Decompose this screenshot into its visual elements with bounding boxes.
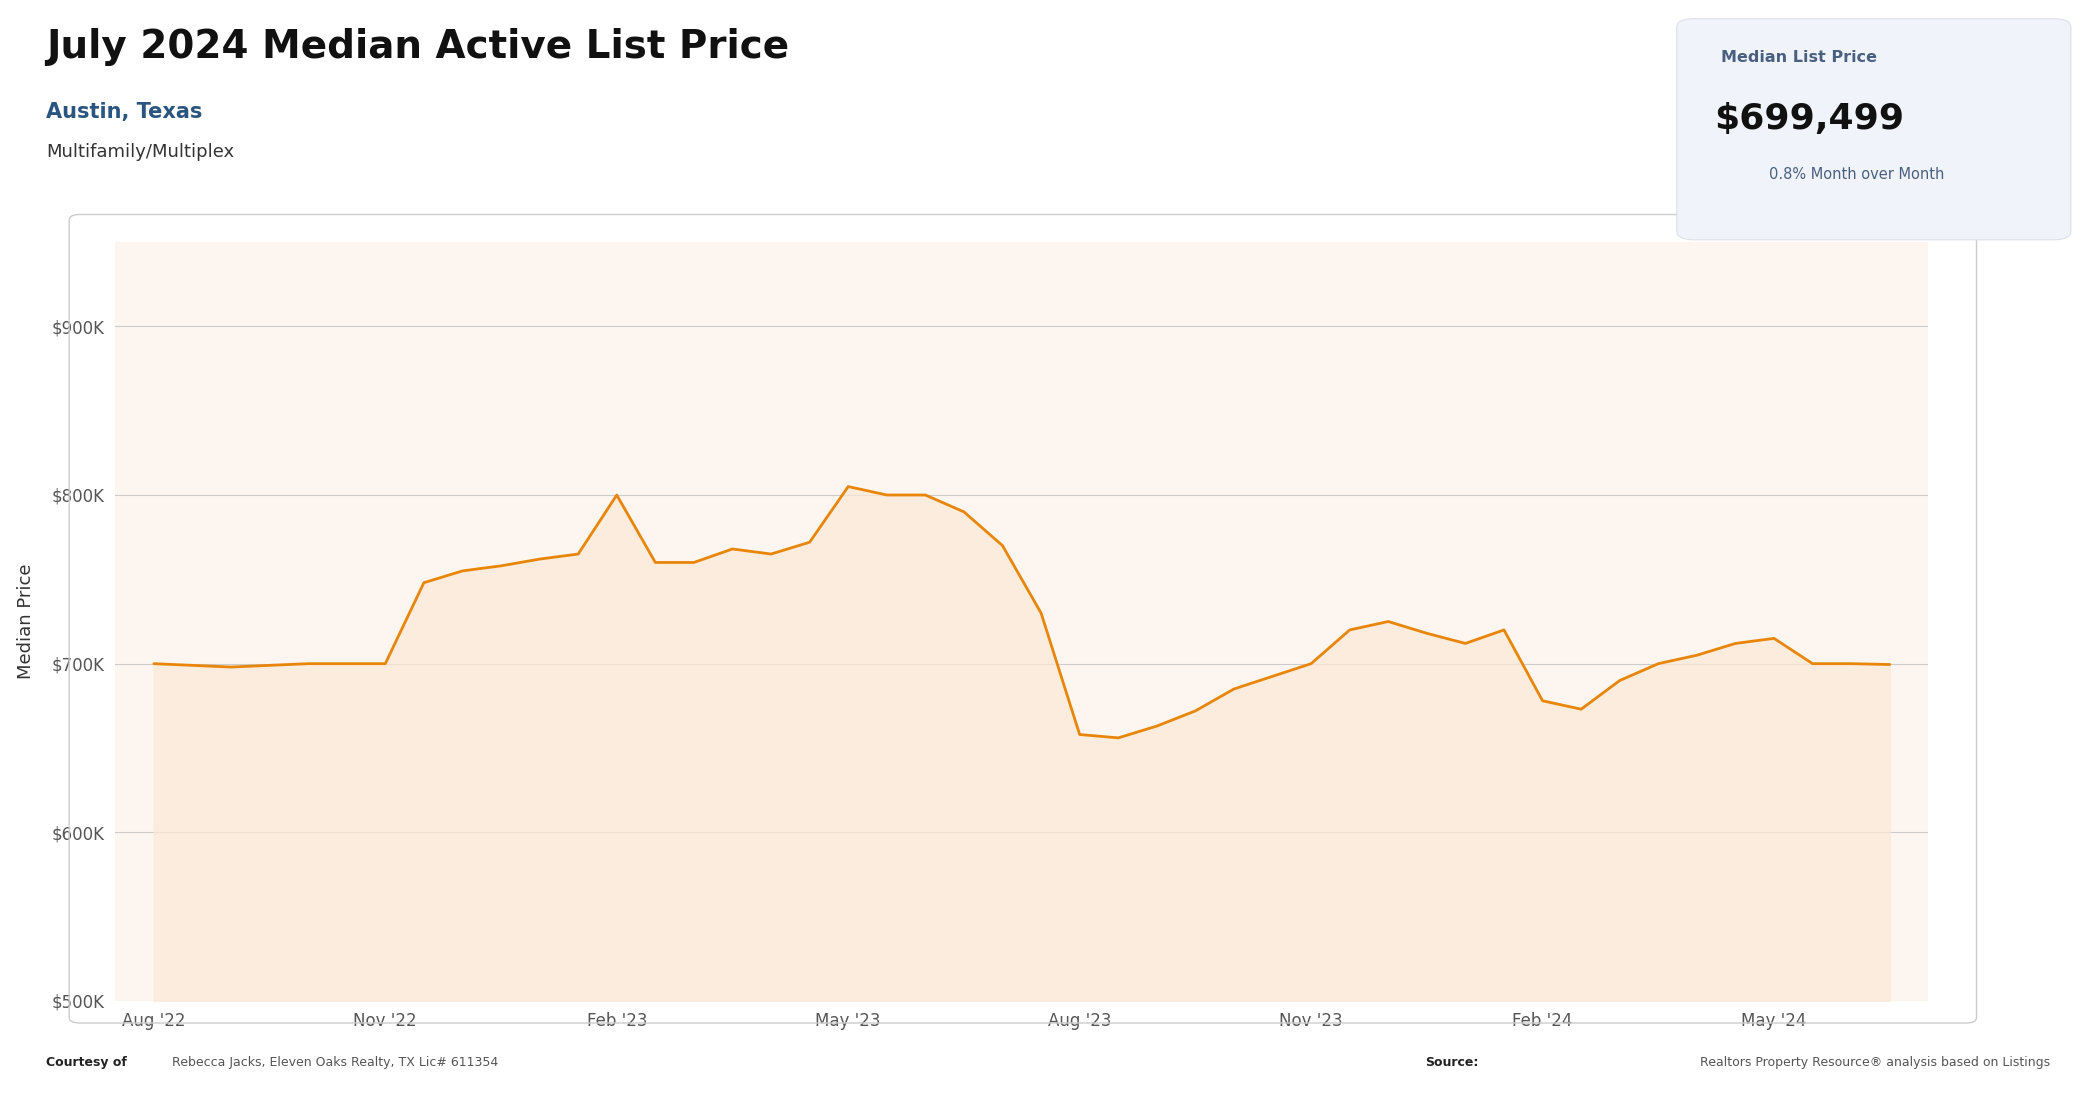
- Text: Multifamily/Multiplex: Multifamily/Multiplex: [46, 143, 235, 161]
- Text: July 2024 Median Active List Price: July 2024 Median Active List Price: [46, 28, 790, 66]
- Text: Realtors Property Resource® analysis based on Listings: Realtors Property Resource® analysis bas…: [1696, 1056, 2050, 1069]
- Y-axis label: Median Price: Median Price: [17, 563, 34, 680]
- Text: 0.8% Month over Month: 0.8% Month over Month: [1769, 167, 1945, 183]
- Text: $699,499: $699,499: [1715, 102, 1905, 136]
- Text: Source:: Source:: [1425, 1056, 1478, 1069]
- Text: Austin, Texas: Austin, Texas: [46, 102, 203, 122]
- Text: Rebecca Jacks, Eleven Oaks Realty, TX Lic# 611354: Rebecca Jacks, Eleven Oaks Realty, TX Li…: [168, 1056, 499, 1069]
- Circle shape: [1717, 148, 1759, 188]
- Text: ↓: ↓: [1731, 162, 1744, 175]
- Text: Median List Price: Median List Price: [1721, 50, 1876, 65]
- Text: Courtesy of: Courtesy of: [46, 1056, 128, 1069]
